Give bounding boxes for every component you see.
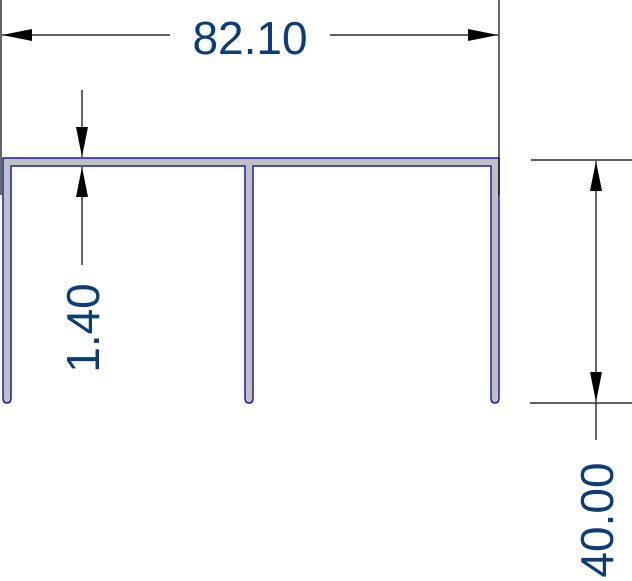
width-dimension: 82.10 (0, 0, 500, 195)
height-dimension-label: 40.00 (571, 462, 623, 577)
thickness-dimension-label: 1.40 (57, 283, 109, 373)
aluminium-profile (2, 157, 500, 404)
width-dimension-label: 82.10 (192, 12, 307, 64)
height-dimension: 40.00 (530, 159, 632, 578)
thickness-dimension: 1.40 (57, 90, 109, 373)
